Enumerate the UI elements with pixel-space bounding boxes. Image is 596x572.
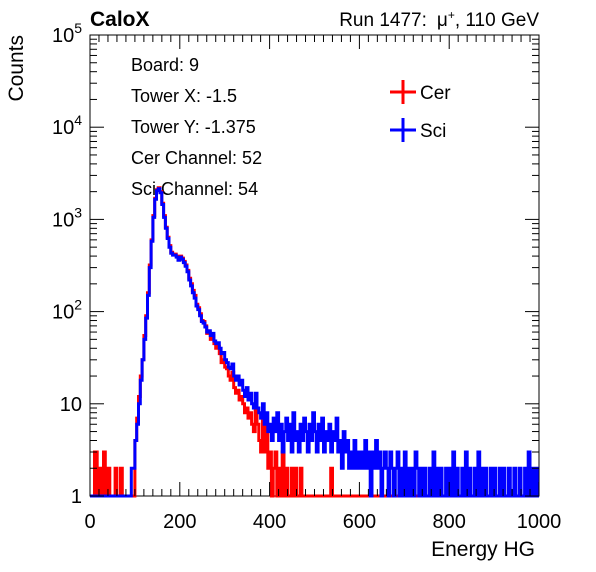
x-axis: 0 200 400 600 800 1000 (84, 35, 561, 533)
info-line: Tower Y: -1.375 (131, 117, 256, 137)
info-line: Tower X: -1.5 (131, 86, 237, 106)
x-tick-label: 200 (163, 511, 196, 533)
y-tick-label: 105 (52, 20, 82, 47)
brand-label: CaloX (90, 8, 150, 31)
legend-label-sci: Sci (420, 121, 446, 142)
series-layer (90, 186, 539, 498)
info-line: Sci Channel: 54 (131, 179, 258, 199)
run-prefix: Run 1477: (339, 10, 427, 31)
particle-charge: + (448, 8, 455, 22)
y-tick-label: 1 (71, 486, 82, 508)
y-axis-title: Counts (5, 35, 28, 102)
y-tick-label: 103 (52, 204, 82, 231)
series-cer-line (90, 186, 539, 498)
y-axis: 1 10 102 103 104 105 (52, 20, 539, 508)
legend: Cer Sci (390, 80, 451, 142)
y-tick-label: 102 (52, 297, 82, 324)
beam-energy: , 110 GeV (455, 10, 539, 31)
x-tick-label: 1000 (517, 511, 562, 533)
info-box-lines: Board: 9 Tower X: -1.5 Tower Y: -1.375 Cer … (131, 55, 262, 199)
x-tick-label: 0 (84, 511, 95, 533)
x-tick-label: 800 (433, 511, 466, 533)
legend-label-cer: Cer (420, 83, 451, 104)
run-label: Run 1477: μ+, 110 GeV (339, 8, 539, 31)
particle-symbol: μ (437, 10, 448, 31)
info-line: Cer Channel: 52 (131, 148, 262, 168)
series-sci-line (90, 187, 539, 498)
y-tick-label: 10 (60, 394, 82, 416)
x-axis-title: Energy HG (431, 538, 535, 561)
info-box (120, 45, 360, 193)
x-tick-label: 600 (343, 511, 376, 533)
info-line: Board: 9 (131, 55, 199, 75)
y-tick-label: 104 (52, 112, 82, 139)
x-tick-label: 400 (253, 511, 286, 533)
